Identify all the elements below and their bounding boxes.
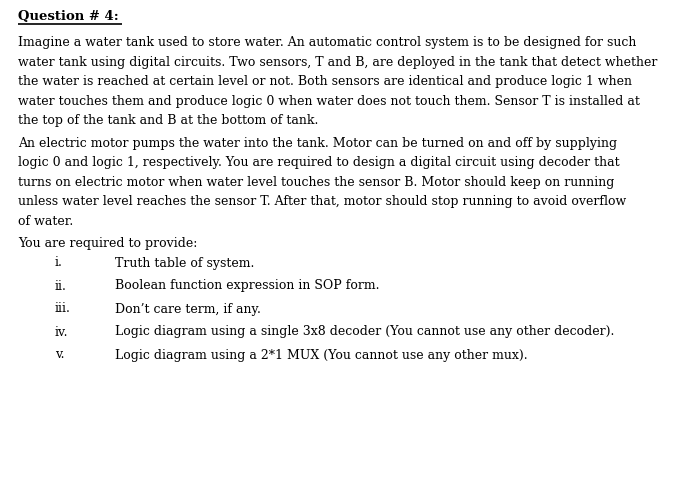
Text: turns on electric motor when water level touches the sensor B. Motor should keep: turns on electric motor when water level… (18, 175, 614, 189)
Text: Imagine a water tank used to store water. An automatic control system is to be d: Imagine a water tank used to store water… (18, 36, 637, 49)
Text: unless water level reaches the sensor T. After that, motor should stop running t: unless water level reaches the sensor T.… (18, 195, 626, 208)
Text: water tank using digital circuits. Two sensors, T and B, are deployed in the tan: water tank using digital circuits. Two s… (18, 56, 657, 68)
Text: Boolean function expression in SOP form.: Boolean function expression in SOP form. (115, 280, 379, 293)
Text: i.: i. (55, 256, 63, 270)
Text: Logic diagram using a single 3x8 decoder (You cannot use any other decoder).: Logic diagram using a single 3x8 decoder… (115, 326, 614, 339)
Text: Logic diagram using a 2*1 MUX (You cannot use any other mux).: Logic diagram using a 2*1 MUX (You canno… (115, 349, 528, 362)
Text: iii.: iii. (55, 303, 71, 316)
Text: water touches them and produce logic 0 when water does not touch them. Sensor T : water touches them and produce logic 0 w… (18, 94, 640, 107)
Text: the water is reached at certain level or not. Both sensors are identical and pro: the water is reached at certain level or… (18, 75, 632, 88)
Text: Question # 4:: Question # 4: (18, 10, 119, 23)
Text: Truth table of system.: Truth table of system. (115, 256, 254, 270)
Text: An electric motor pumps the water into the tank. Motor can be turned on and off : An electric motor pumps the water into t… (18, 137, 617, 149)
Text: You are required to provide:: You are required to provide: (18, 237, 197, 250)
Text: the top of the tank and B at the bottom of tank.: the top of the tank and B at the bottom … (18, 114, 319, 127)
Text: of water.: of water. (18, 215, 74, 228)
Text: iv.: iv. (55, 326, 68, 339)
Text: logic 0 and logic 1, respectively. You are required to design a digital circuit : logic 0 and logic 1, respectively. You a… (18, 156, 620, 169)
Text: v.: v. (55, 349, 65, 362)
Text: ii.: ii. (55, 280, 67, 293)
Text: Don’t care term, if any.: Don’t care term, if any. (115, 303, 261, 316)
